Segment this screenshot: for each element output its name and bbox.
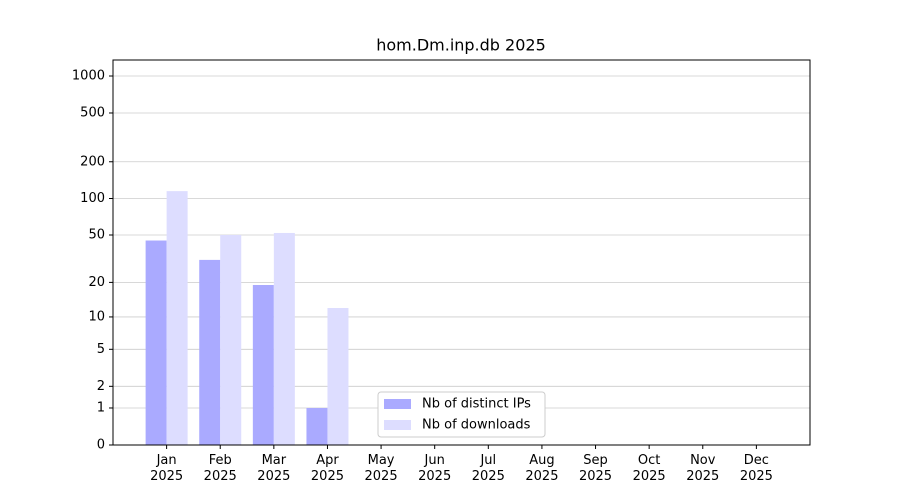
plot-frame xyxy=(112,59,811,446)
x-tick-label: Jul 2025 xyxy=(471,453,505,484)
x-tick-label: Dec 2025 xyxy=(739,453,773,484)
bar xyxy=(273,232,295,445)
x-tick-label: Jan 2025 xyxy=(150,453,184,484)
legend-swatch xyxy=(384,420,411,430)
y-tick-label: 500 xyxy=(80,105,105,120)
legend-swatch xyxy=(384,399,411,409)
x-tick-label: Apr 2025 xyxy=(310,453,344,484)
y-tick-label: 5 xyxy=(97,342,105,357)
bar xyxy=(220,235,242,445)
bar xyxy=(327,308,349,445)
y-tick-label: 1000 xyxy=(72,69,105,84)
x-tick-label: Feb 2025 xyxy=(203,453,237,484)
x-tick-label: Oct 2025 xyxy=(632,453,666,484)
x-tick-label: Aug 2025 xyxy=(525,453,559,484)
legend-label: Nb of downloads xyxy=(422,418,531,433)
y-tick-label: 20 xyxy=(88,275,105,290)
bar xyxy=(252,285,274,445)
bar xyxy=(145,240,167,445)
x-tick-label: Nov 2025 xyxy=(686,453,720,484)
x-tick-label: Mar 2025 xyxy=(257,453,291,484)
y-tick-label: 2 xyxy=(97,379,105,394)
bar xyxy=(199,259,221,445)
legend-label: Nb of distinct IPs xyxy=(422,397,531,412)
y-tick-label: 50 xyxy=(88,228,105,243)
y-tick-label: 1 xyxy=(97,400,105,415)
x-tick-label: Sep 2025 xyxy=(578,453,613,484)
y-tick-label: 100 xyxy=(80,191,105,206)
y-tick-label: 200 xyxy=(80,154,105,169)
x-tick-label: Jun 2025 xyxy=(418,453,452,484)
y-tick-label: 10 xyxy=(88,309,105,324)
bar xyxy=(306,407,328,445)
bar xyxy=(166,191,188,445)
y-tick-label: 0 xyxy=(97,438,105,453)
chart-title: hom.Dm.inp.db 2025 xyxy=(376,36,546,55)
x-tick-label: May 2025 xyxy=(364,453,398,484)
legend-box xyxy=(377,391,546,438)
